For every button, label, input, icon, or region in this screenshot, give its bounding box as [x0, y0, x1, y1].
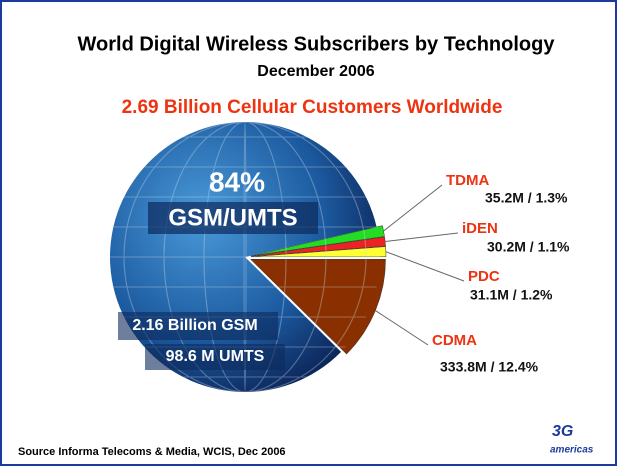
- annotation: 2.16 Billion GSM: [132, 317, 257, 334]
- meridian: [203, 122, 287, 392]
- meridian: [123, 122, 367, 392]
- annotation: 98.6 M UMTS: [166, 348, 265, 365]
- slice-name: GSM/UMTS: [168, 204, 297, 231]
- headline: 2.69 Billion Cellular Customers Worldwid…: [122, 97, 503, 118]
- label-box: [148, 202, 318, 234]
- slice-value: 35.2M / 1.3%: [485, 190, 568, 206]
- slice-name: PDC: [468, 268, 500, 285]
- leader-line: [375, 310, 429, 346]
- leader-line: [383, 184, 443, 232]
- chart-title: World Digital Wireless Subscribers by Te…: [78, 33, 556, 55]
- slice-value: 30.2M / 1.1%: [487, 239, 570, 255]
- slice-name: CDMA: [432, 332, 477, 349]
- meridian: [123, 122, 367, 392]
- meridian: [243, 122, 247, 392]
- slice-value: 31.1M / 1.2%: [470, 287, 553, 303]
- label-box: [118, 312, 278, 340]
- source: Source Informa Telecoms & Media, WCIS, D…: [18, 446, 286, 458]
- leader-line: [385, 251, 465, 282]
- pie-slice: [249, 259, 386, 355]
- logo-mark: 3G: [552, 423, 573, 440]
- labels: 84% GSM/UMTS 2.16 Billion GSM 98.6 M UMTS TD…: [118, 166, 570, 375]
- slice-value: 333.8M / 12.4%: [440, 359, 539, 375]
- slice-value: 84%: [209, 166, 265, 197]
- label-box: [145, 344, 285, 370]
- meridian: [163, 122, 327, 392]
- pie-slice: [250, 225, 385, 257]
- slice-name: TDMA: [446, 172, 489, 189]
- meridian: [163, 122, 327, 392]
- slice-name: iDEN: [462, 220, 498, 237]
- logo-text: americas: [550, 445, 594, 456]
- meridian: [203, 122, 287, 392]
- chart-subtitle: December 2006: [257, 63, 375, 80]
- leader-line: [385, 232, 459, 243]
